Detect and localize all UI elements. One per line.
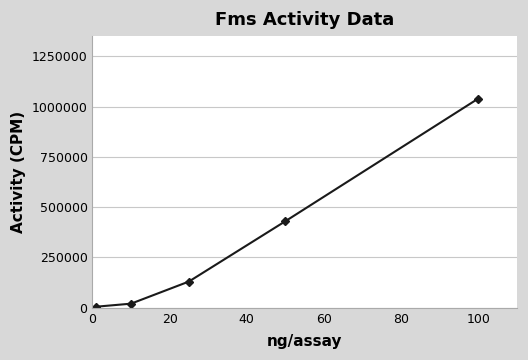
X-axis label: ng/assay: ng/assay: [267, 334, 342, 349]
Y-axis label: Activity (CPM): Activity (CPM): [11, 111, 26, 233]
Title: Fms Activity Data: Fms Activity Data: [215, 11, 394, 29]
